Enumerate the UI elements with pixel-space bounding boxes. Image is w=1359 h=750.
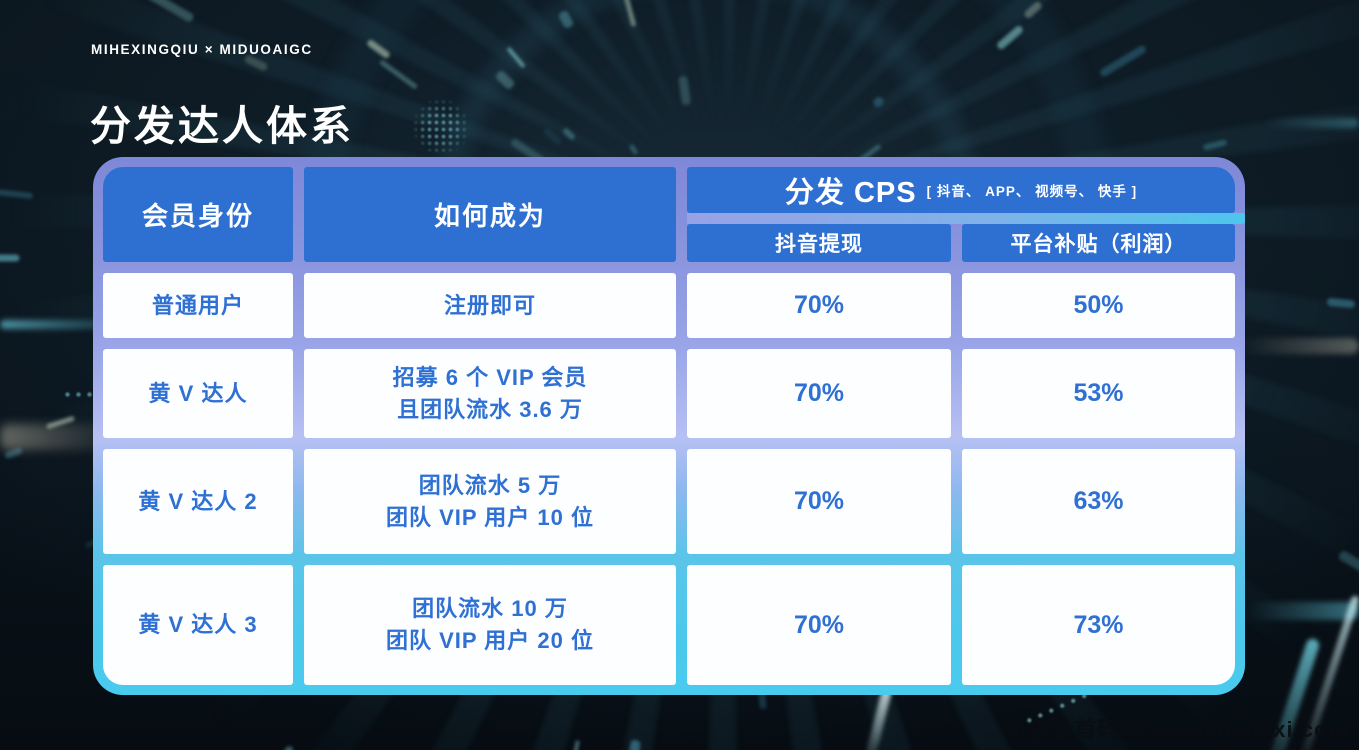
- row-how-to-become: 注册即可: [304, 273, 676, 338]
- light-streak-decoration: [1247, 602, 1359, 620]
- cps-header-channels-note: [ 抖音、 APP、 视频号、 快手 ]: [926, 184, 1138, 199]
- light-streak-decoration: [0, 320, 135, 329]
- row-how-to-become: 团队流水 5 万团队 VIP 用户 10 位: [304, 449, 676, 554]
- light-streak-decoration: [1239, 338, 1359, 354]
- row-how-to-become: 团队流水 10 万团队 VIP 用户 20 位: [304, 565, 676, 685]
- row-douyin-percent: 70%: [687, 565, 951, 685]
- row-member-identity: 黄 V 达人 3: [103, 565, 293, 685]
- row-subsidy-percent: 53%: [962, 349, 1235, 438]
- cps-tier-table: 会员身份 如何成为 分发 CPS [ 抖音、 APP、 视频号、 快手 ] 抖音…: [93, 157, 1245, 695]
- cps-header: 分发 CPS [ 抖音、 APP、 视频号、 快手 ]: [687, 167, 1235, 213]
- row-douyin-percent: 70%: [687, 449, 951, 554]
- row-how-to-become: 招募 6 个 VIP 会员 且团队流水 3.6 万: [304, 349, 676, 438]
- light-streak-decoration: [1264, 118, 1359, 128]
- brand-text: MIHEXINGQIU × MIDUOAIGC: [91, 42, 313, 57]
- col-header-douyin-withdraw: 抖音提现: [687, 224, 951, 262]
- col-header-platform-subsidy: 平台补贴（利润）: [962, 224, 1235, 262]
- light-dash-decoration: [0, 254, 20, 262]
- col-header-member-identity: 会员身份: [103, 167, 293, 262]
- row-member-identity: 普通用户: [103, 273, 293, 338]
- row-subsidy-percent: 73%: [962, 565, 1235, 685]
- col-header-how-to-become: 如何成为: [304, 167, 676, 262]
- cps-divider-bar: [687, 213, 1245, 224]
- row-subsidy-percent: 50%: [962, 273, 1235, 338]
- row-member-identity: 黄 V 达人: [103, 349, 293, 438]
- page-title: 分发达人体系: [90, 103, 354, 149]
- row-douyin-percent: 70%: [687, 273, 951, 338]
- cps-subheader-row: 抖音提现 平台补贴（利润）: [687, 224, 1235, 262]
- watermark: Mi信息首码网 www.mixinxi.com: [1001, 717, 1349, 742]
- row-member-identity: 黄 V 达人 2: [103, 449, 293, 554]
- row-douyin-percent: 70%: [687, 349, 951, 438]
- cps-header-title: 分发 CPS: [784, 177, 917, 209]
- cps-header-group: 分发 CPS [ 抖音、 APP、 视频号、 快手 ] 抖音提现 平台补贴（利润…: [687, 167, 1245, 262]
- row-subsidy-percent: 63%: [962, 449, 1235, 554]
- dot-sphere-decoration: [412, 98, 470, 156]
